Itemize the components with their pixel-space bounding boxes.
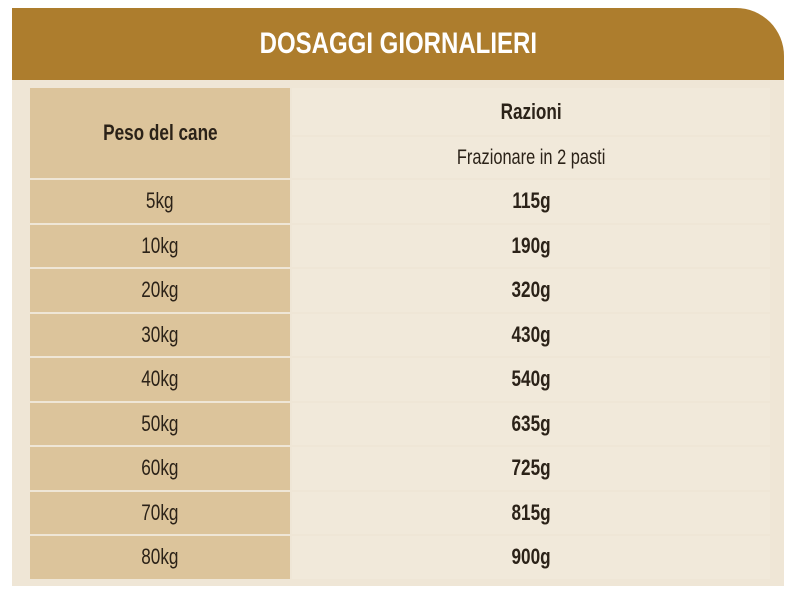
ration-cell-text: 540g — [511, 366, 551, 392]
ration-note-text: Frazionare in 2 pasti — [456, 145, 606, 169]
weight-cell-text: 50kg — [141, 410, 179, 436]
ration-cell: 320g — [292, 269, 770, 312]
ration-cell: 635g — [292, 402, 770, 445]
weight-cell-text: 20kg — [141, 277, 179, 303]
ration-cell: 540g — [292, 358, 770, 401]
weight-cell: 40kg — [30, 358, 290, 401]
ration-cell-text: 900g — [511, 544, 551, 570]
weight-cell-text: 70kg — [141, 499, 179, 525]
weight-cell: 80kg — [30, 536, 290, 579]
ration-cell-text: 815g — [511, 499, 551, 525]
ration-cell-text: 725g — [511, 455, 551, 481]
ration-header: Razioni — [292, 88, 770, 135]
ration-cell: 815g — [292, 491, 770, 534]
ration-cell: 430g — [292, 313, 770, 356]
dosage-card: DOSAGGI GIORNALIERI Peso del cane Razioni… — [12, 8, 784, 586]
weight-cell: 30kg — [30, 313, 290, 356]
weight-cell-text: 10kg — [141, 232, 179, 258]
header-band — [12, 8, 784, 80]
weight-cell-text: 30kg — [141, 321, 179, 347]
header-title: DOSAGGI GIORNALIERI — [12, 8, 784, 80]
ration-cell-text: 430g — [511, 321, 551, 347]
ration-cell-text: 635g — [511, 410, 551, 436]
ration-cell-text: 320g — [511, 277, 551, 303]
weight-cell: 5kg — [30, 180, 290, 223]
ration-cell: 115g — [292, 180, 770, 223]
ration-header-text: Razioni — [500, 98, 562, 124]
weight-cell: 50kg — [30, 402, 290, 445]
weight-cell: 60kg — [30, 447, 290, 490]
ration-cell: 190g — [292, 224, 770, 267]
ration-cell-text: 115g — [511, 188, 551, 214]
weight-cell-text: 40kg — [141, 366, 179, 392]
ration-note: Frazionare in 2 pasti — [292, 137, 770, 178]
weight-header: Peso del cane — [30, 88, 290, 178]
ration-cell: 900g — [292, 536, 770, 579]
ration-cell: 725g — [292, 447, 770, 490]
weight-cell-text: 5kg — [146, 188, 174, 214]
weight-cell: 10kg — [30, 224, 290, 267]
weight-cell-text: 60kg — [141, 455, 179, 481]
ration-cell-text: 190g — [511, 232, 551, 258]
weight-cell: 70kg — [30, 491, 290, 534]
weight-cell: 20kg — [30, 269, 290, 312]
title-text: DOSAGGI GIORNALIERI — [259, 27, 537, 60]
weight-cell-text: 80kg — [141, 544, 179, 570]
weight-header-text: Peso del cane — [102, 120, 218, 145]
